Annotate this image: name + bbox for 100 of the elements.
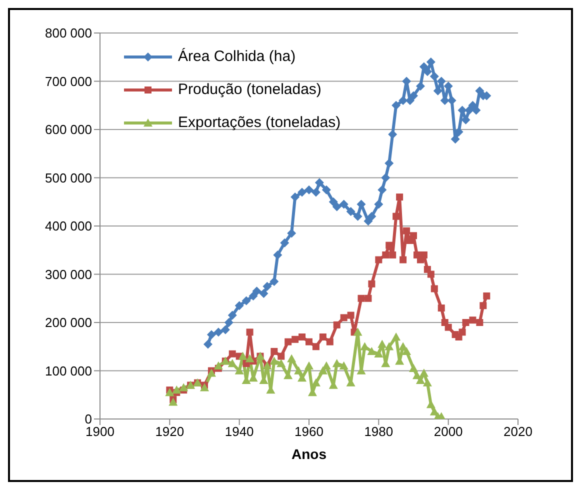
point xyxy=(382,251,390,258)
y-tick-label: 200 000 xyxy=(45,315,92,330)
point xyxy=(245,354,254,362)
point xyxy=(280,238,290,248)
point xyxy=(346,207,356,216)
point xyxy=(200,383,209,392)
point xyxy=(276,359,286,368)
point xyxy=(172,386,182,394)
point xyxy=(422,378,432,386)
point xyxy=(378,185,387,194)
point xyxy=(364,216,373,226)
point xyxy=(234,366,244,374)
point xyxy=(396,194,404,201)
x-tick-label: 1900 xyxy=(86,424,114,440)
legend-label: Área Colhida (ha) xyxy=(178,47,296,67)
point xyxy=(353,328,362,336)
point xyxy=(374,200,384,209)
point xyxy=(228,350,236,358)
point xyxy=(228,359,237,368)
point xyxy=(304,185,314,194)
point xyxy=(242,296,251,306)
point xyxy=(392,332,401,341)
point xyxy=(214,328,223,337)
point xyxy=(203,340,212,349)
point xyxy=(340,314,348,322)
point xyxy=(419,368,428,377)
point xyxy=(294,366,304,374)
point xyxy=(292,336,299,343)
legend-label: Produção (toneladas) xyxy=(178,80,322,100)
point xyxy=(374,349,384,358)
point xyxy=(206,368,216,377)
point xyxy=(378,340,387,348)
point xyxy=(483,292,490,300)
point xyxy=(304,361,314,370)
x-tick-label: 1940 xyxy=(224,424,254,440)
point xyxy=(259,289,268,298)
point xyxy=(206,330,216,340)
point xyxy=(367,346,376,356)
y-tick-label: 600 000 xyxy=(45,122,92,138)
point xyxy=(427,270,434,278)
point xyxy=(430,285,438,292)
point xyxy=(480,302,487,310)
point xyxy=(220,325,230,334)
point xyxy=(402,346,412,356)
point xyxy=(328,197,338,206)
point xyxy=(252,286,262,296)
point xyxy=(420,251,428,258)
point xyxy=(228,310,237,320)
point xyxy=(168,398,178,406)
point xyxy=(386,242,393,249)
point xyxy=(318,366,328,374)
point xyxy=(306,338,312,346)
point xyxy=(270,356,279,365)
point xyxy=(246,328,254,336)
point xyxy=(384,342,394,350)
point xyxy=(322,185,331,194)
point xyxy=(389,251,396,258)
point xyxy=(311,188,320,197)
point xyxy=(248,291,258,300)
point xyxy=(270,348,278,355)
x-tick-label: 1920 xyxy=(155,424,184,440)
point xyxy=(339,361,348,370)
point xyxy=(270,276,279,286)
point xyxy=(347,312,354,319)
point xyxy=(287,228,296,238)
x-tick-label: 2000 xyxy=(434,424,463,440)
point xyxy=(314,178,324,188)
point xyxy=(358,294,365,302)
point xyxy=(392,100,401,110)
point xyxy=(469,316,476,324)
point xyxy=(332,202,342,212)
point xyxy=(287,354,296,362)
point xyxy=(333,321,340,328)
y-tick-label: 300 000 xyxy=(45,266,92,282)
x-tick-label: 2020 xyxy=(504,424,532,440)
point xyxy=(214,361,223,370)
point xyxy=(438,304,445,312)
point xyxy=(234,301,244,310)
y-tick-label: 800 000 xyxy=(45,26,92,41)
point xyxy=(416,82,425,91)
y-tick-label: 0 xyxy=(84,412,92,427)
point xyxy=(384,158,394,168)
point xyxy=(400,256,407,264)
point xyxy=(339,200,348,209)
legend-label: Exportações (toneladas) xyxy=(178,113,341,133)
point xyxy=(367,212,376,221)
y-tick-label: 100 000 xyxy=(45,363,92,378)
point xyxy=(312,343,320,350)
point xyxy=(403,227,410,234)
point xyxy=(284,338,292,346)
point xyxy=(364,294,372,302)
y-tick-label: 500 000 xyxy=(45,170,92,186)
point xyxy=(381,173,390,182)
point xyxy=(462,319,470,326)
point xyxy=(332,359,342,368)
point xyxy=(165,388,174,396)
point xyxy=(224,318,234,327)
point xyxy=(426,400,436,408)
y-tick-label: 700 000 xyxy=(45,74,92,89)
point xyxy=(409,364,418,372)
